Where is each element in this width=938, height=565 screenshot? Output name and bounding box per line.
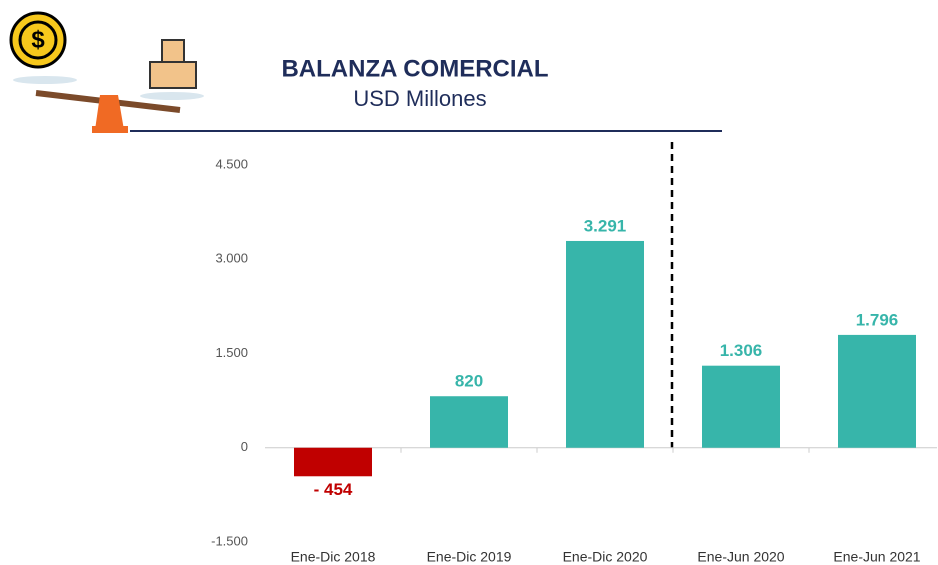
scale-pan bbox=[140, 92, 204, 100]
bar bbox=[294, 447, 372, 477]
bar bbox=[838, 334, 916, 448]
x-tick-label: Ene-Dic 2018 bbox=[291, 549, 376, 565]
y-tick-label: -1.500 bbox=[211, 533, 248, 548]
x-tick-label: Ene-Jun 2020 bbox=[697, 549, 784, 565]
y-tick-label: 1.500 bbox=[215, 345, 248, 360]
box-icon bbox=[161, 39, 185, 63]
coin-symbol: $ bbox=[31, 26, 45, 53]
scale-base bbox=[95, 95, 124, 130]
icons: $ bbox=[9, 11, 204, 133]
boxes-icon bbox=[149, 61, 197, 89]
value-label: 1.796 bbox=[856, 310, 899, 329]
x-tick-label: Ene-Dic 2019 bbox=[427, 549, 512, 565]
chart-subtitle: USD Millones bbox=[353, 86, 486, 111]
coin-inner bbox=[18, 20, 58, 60]
bar bbox=[566, 240, 644, 448]
scale-pan bbox=[13, 76, 77, 84]
y-tick-label: 0 bbox=[241, 439, 248, 454]
value-label: - 454 bbox=[314, 480, 353, 499]
y-tick-label: 3.000 bbox=[215, 251, 248, 266]
chart-title: BALANZA COMERCIAL bbox=[281, 55, 548, 82]
x-tick-label: Ene-Dic 2020 bbox=[563, 549, 648, 565]
y-tick-label: 4.500 bbox=[215, 156, 248, 171]
scale-foot bbox=[92, 126, 128, 133]
value-label: 1.306 bbox=[720, 341, 763, 360]
bar bbox=[702, 365, 780, 448]
value-label: 3.291 bbox=[584, 216, 627, 235]
bar bbox=[430, 396, 508, 448]
value-label: 820 bbox=[455, 372, 483, 391]
x-tick-label: Ene-Jun 2021 bbox=[833, 549, 920, 565]
